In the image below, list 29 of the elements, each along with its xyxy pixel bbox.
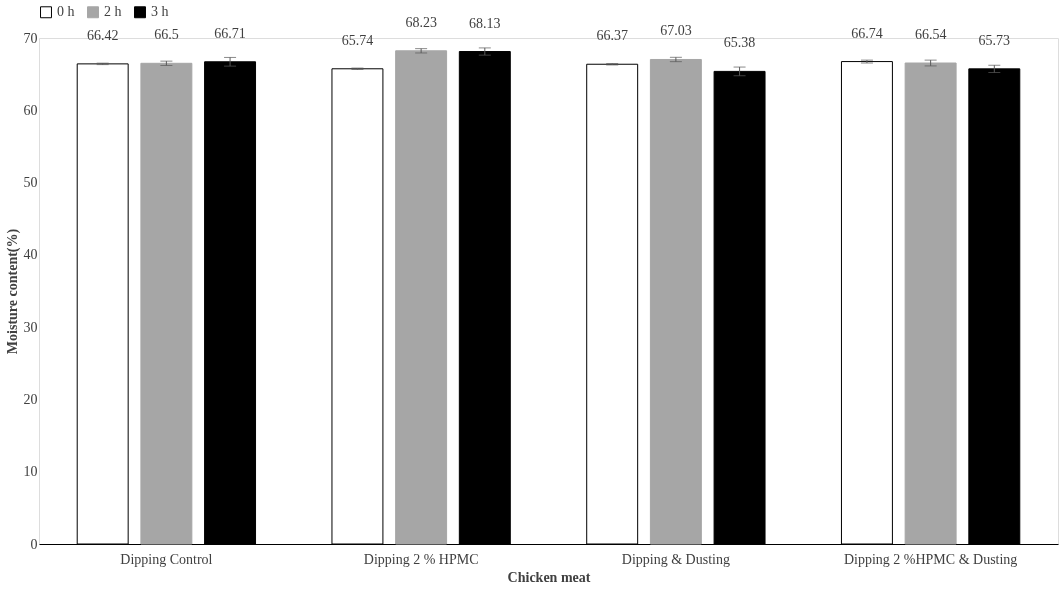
data-label: 66.74 xyxy=(851,25,883,41)
y-axis-title: Moisture content(%) xyxy=(4,228,21,355)
data-label: 66.37 xyxy=(596,28,628,44)
legend-label: 0 h xyxy=(57,4,75,20)
x-axis-title: Chicken meat xyxy=(507,569,591,585)
y-tick-label: 20 xyxy=(23,391,38,407)
y-tick-label: 0 xyxy=(30,536,38,552)
y-tick-label: 50 xyxy=(23,175,38,191)
legend-label: 3 h xyxy=(151,4,169,20)
data-label: 68.23 xyxy=(405,14,437,30)
x-tick-label: Dipping 2 % HPMC xyxy=(363,551,479,567)
x-tick-label: Dipping Control xyxy=(120,551,213,567)
data-label: 65.73 xyxy=(978,32,1011,48)
data-label: 68.13 xyxy=(469,15,501,31)
y-tick-label: 60 xyxy=(23,102,38,118)
data-label: 66.5 xyxy=(154,27,179,43)
legend-label: 2 h xyxy=(104,4,122,20)
y-tick-label: 10 xyxy=(23,464,38,480)
data-label: 65.74 xyxy=(341,32,374,48)
data-label: 67.03 xyxy=(660,23,692,39)
data-label: 66.42 xyxy=(86,27,119,43)
x-tick-label: Dipping & Dusting xyxy=(621,551,730,567)
y-tick-label: 30 xyxy=(23,319,38,335)
y-tick-label: 70 xyxy=(23,30,38,46)
data-label: 66.71 xyxy=(214,25,246,41)
y-tick-label: 40 xyxy=(23,247,38,263)
data-label: 65.38 xyxy=(723,35,756,51)
x-tick-label: Dipping 2 %HPMC & Dusting xyxy=(843,551,1018,567)
data-label: 66.54 xyxy=(914,27,947,43)
